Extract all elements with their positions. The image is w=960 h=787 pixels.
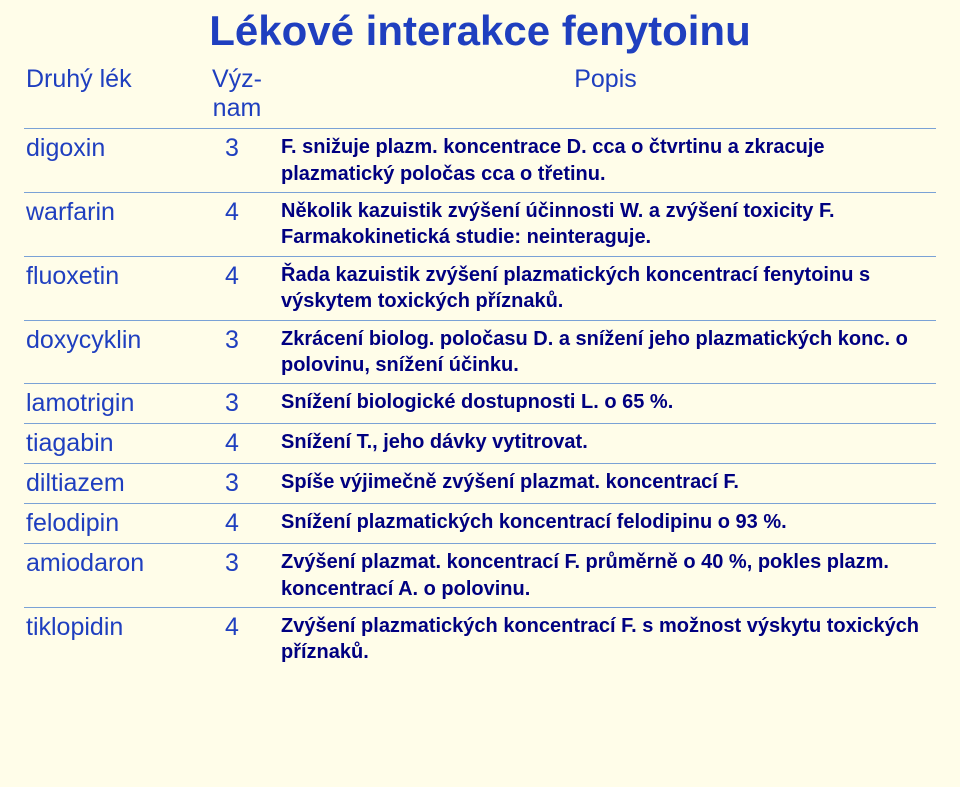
col-header-vyznam-l1: Výz- [212,65,262,93]
popis-cell: Snížení biologické dostupnosti L. o 65 %… [279,384,936,424]
popis-cell: Zvýšení plazmatických koncentrací F. s m… [279,608,936,671]
table-header-row: Druhý lék Výz- nam Popis [24,60,936,129]
vyznam-cell: 4 [199,504,279,544]
vyznam-cell: 4 [199,424,279,464]
drug-name-cell: tiagabin [24,424,199,464]
popis-cell: F. snižuje plazm. koncentrace D. cca o č… [279,129,936,193]
popis-cell: Snížení T., jeho dávky vytitrovat. [279,424,936,464]
drug-name-cell: doxycyklin [24,320,199,384]
popis-cell: Spíše výjimečně zvýšení plazmat. koncent… [279,464,936,504]
drug-name-cell: warfarin [24,192,199,256]
table-row: lamotrigin3Snížení biologické dostupnost… [24,384,936,424]
drug-name-cell: lamotrigin [24,384,199,424]
drug-name-cell: diltiazem [24,464,199,504]
vyznam-cell: 4 [199,256,279,320]
table-row: felodipin4Snížení plazmatických koncentr… [24,504,936,544]
popis-cell: Zkrácení biolog. poločasu D. a snížení j… [279,320,936,384]
drug-name-cell: amiodaron [24,544,199,608]
popis-cell: Řada kazuistik zvýšení plazmatických kon… [279,256,936,320]
table-row: diltiazem3Spíše výjimečně zvýšení plazma… [24,464,936,504]
page-title: Lékové interakce fenytoinu [24,8,936,54]
col-header-vyznam-l2: nam [213,94,262,122]
table-row: tiklopidin4Zvýšení plazmatických koncent… [24,608,936,671]
table-row: fluoxetin4Řada kazuistik zvýšení plazmat… [24,256,936,320]
table-body: digoxin3F. snižuje plazm. koncentrace D.… [24,129,936,671]
col-header-vyznam: Výz- nam [199,60,279,129]
vyznam-cell: 3 [199,320,279,384]
vyznam-cell: 3 [199,129,279,193]
drug-name-cell: tiklopidin [24,608,199,671]
vyznam-cell: 3 [199,464,279,504]
popis-cell: Snížení plazmatických koncentrací felodi… [279,504,936,544]
table-row: warfarin4Několik kazuistik zvýšení účinn… [24,192,936,256]
drug-name-cell: digoxin [24,129,199,193]
vyznam-cell: 3 [199,544,279,608]
vyznam-cell: 3 [199,384,279,424]
drug-name-cell: felodipin [24,504,199,544]
table-row: tiagabin4Snížení T., jeho dávky vytitrov… [24,424,936,464]
interactions-table: Druhý lék Výz- nam Popis digoxin3F. sniž… [24,60,936,671]
vyznam-cell: 4 [199,608,279,671]
col-header-drug: Druhý lék [24,60,199,129]
popis-cell: Zvýšení plazmat. koncentrací F. průměrně… [279,544,936,608]
vyznam-cell: 4 [199,192,279,256]
drug-name-cell: fluoxetin [24,256,199,320]
popis-cell: Několik kazuistik zvýšení účinnosti W. a… [279,192,936,256]
table-row: digoxin3F. snižuje plazm. koncentrace D.… [24,129,936,193]
slide-page: Lékové interakce fenytoinu Druhý lék Výz… [0,0,960,787]
col-header-popis: Popis [279,60,936,129]
table-row: amiodaron3Zvýšení plazmat. koncentrací F… [24,544,936,608]
table-row: doxycyklin3Zkrácení biolog. poločasu D. … [24,320,936,384]
